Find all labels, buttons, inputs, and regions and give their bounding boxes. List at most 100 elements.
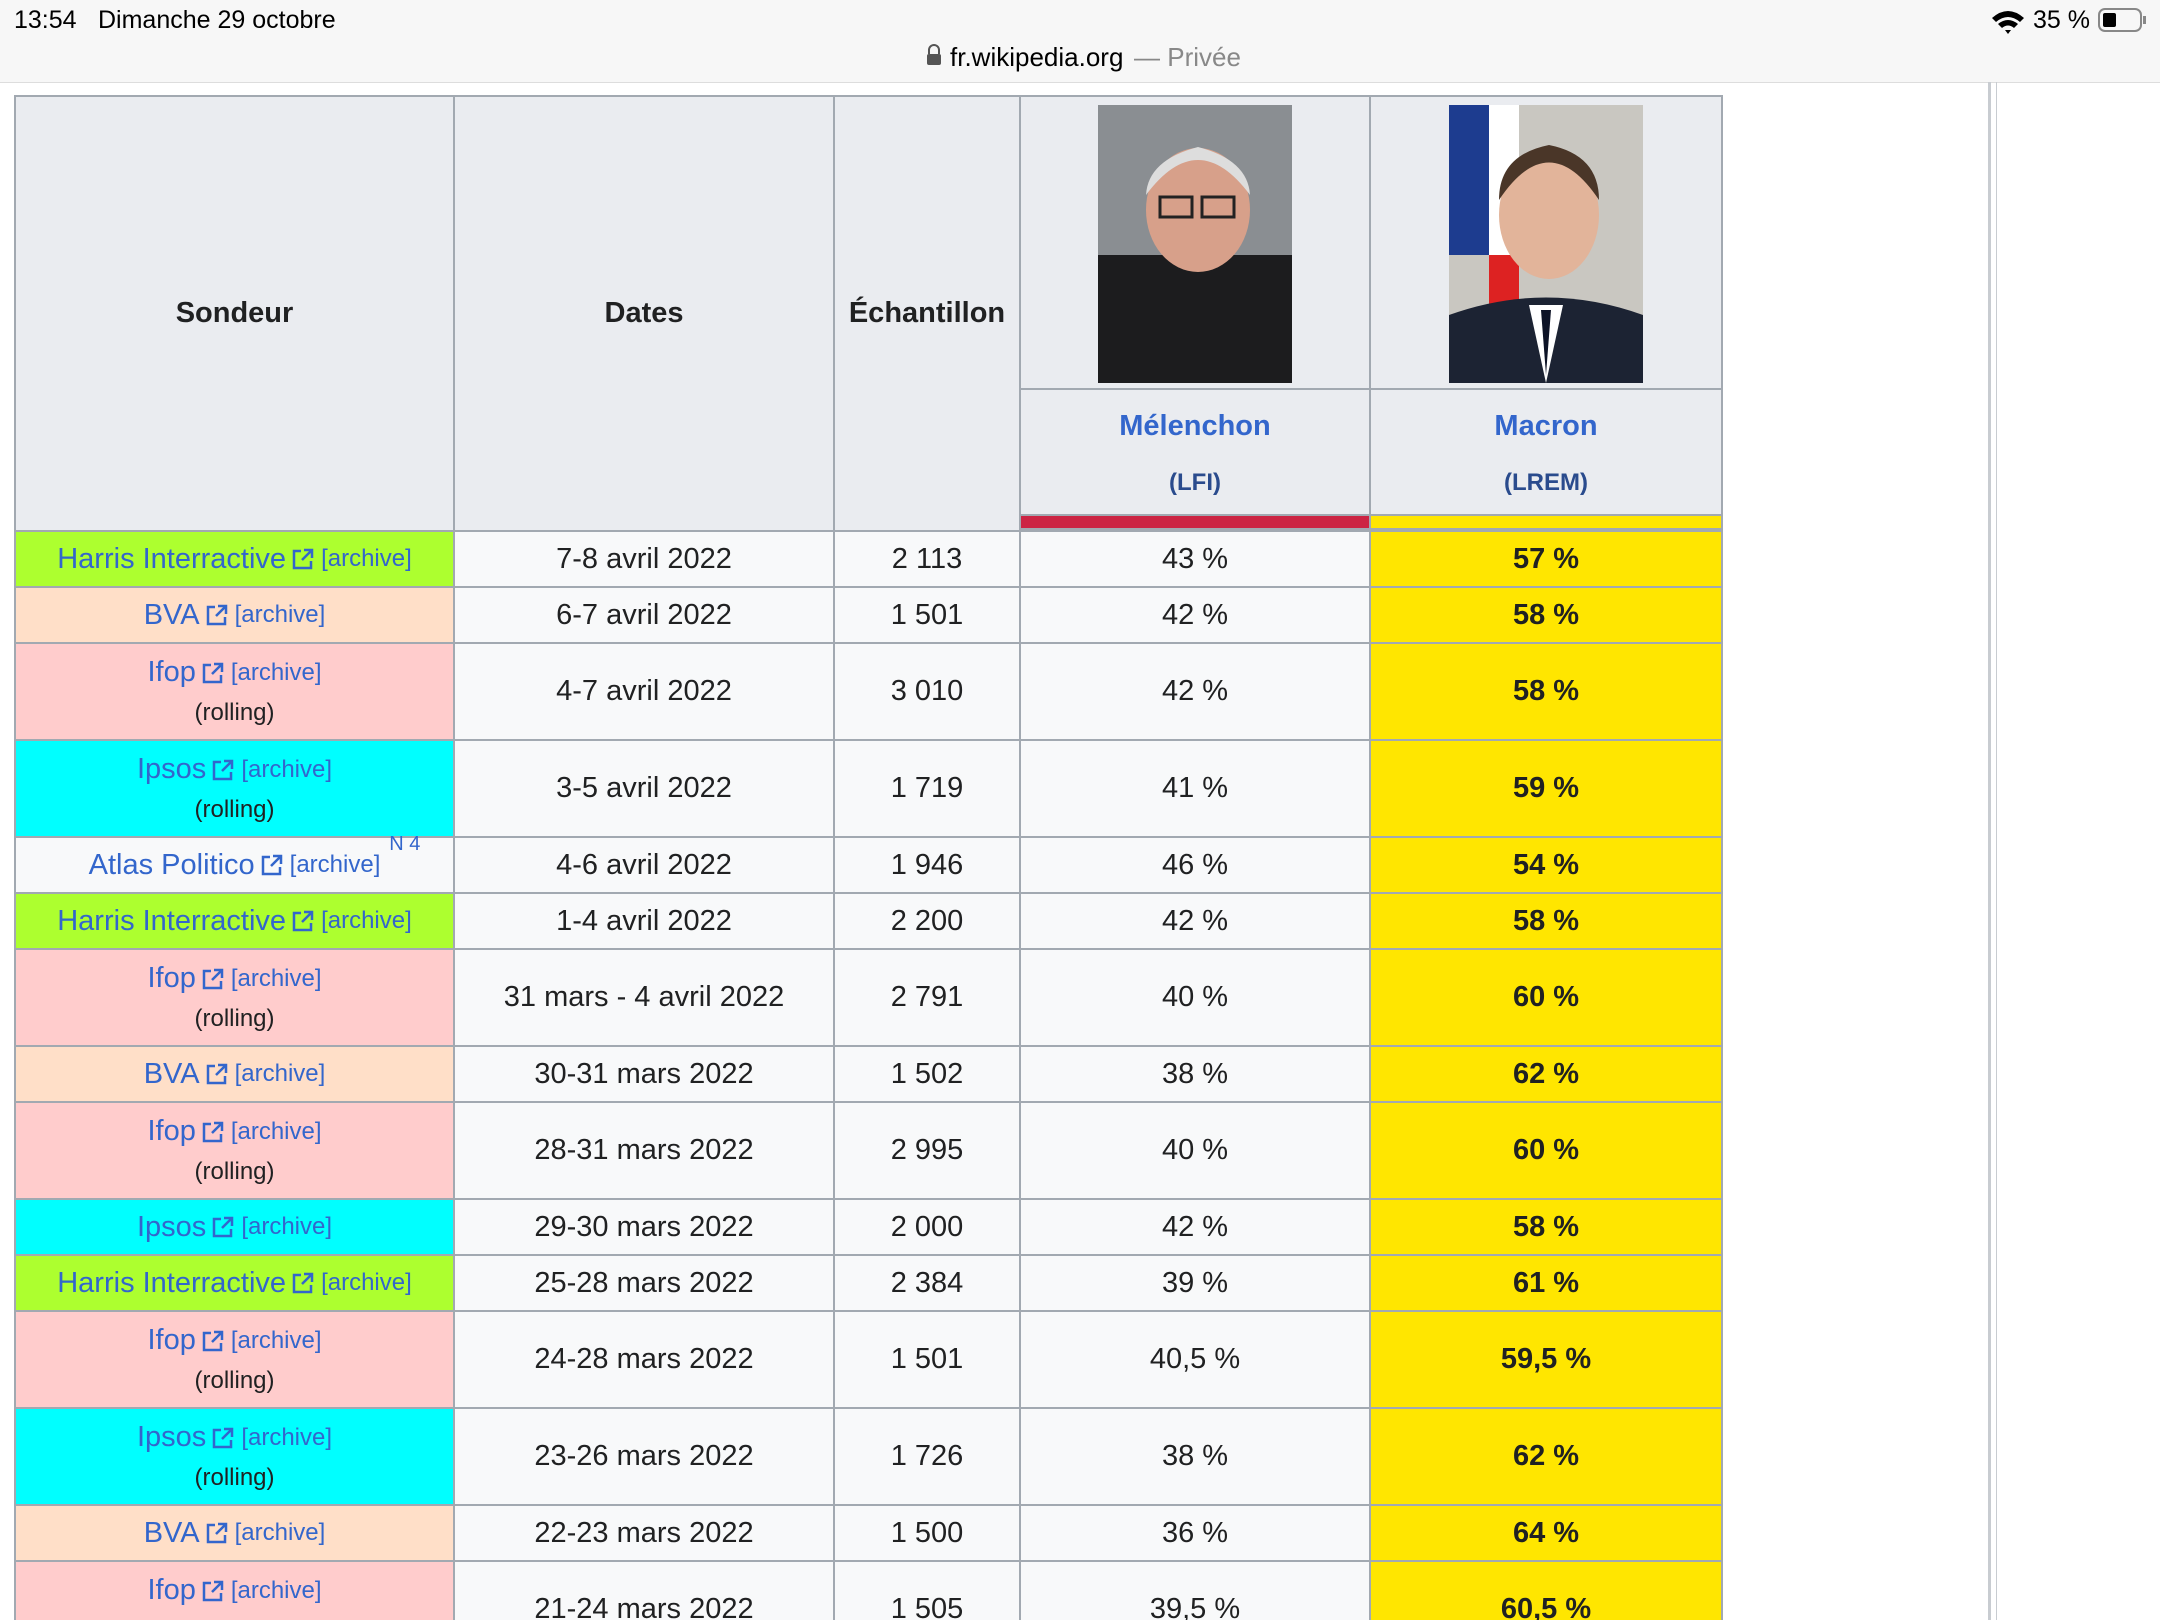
archive-link[interactable]: [archive]: [241, 755, 333, 783]
score-cell: 39 %: [1019, 1254, 1371, 1312]
sample-cell: 1 719: [833, 739, 1021, 838]
footnote[interactable]: N 4: [389, 832, 421, 855]
pollster-link[interactable]: Atlas Politico: [88, 848, 255, 881]
time: 13:54: [14, 6, 77, 34]
score-cell: 42 %: [1019, 642, 1371, 741]
external-link-icon: [202, 1580, 224, 1601]
party-name[interactable]: (LREM): [1504, 468, 1588, 496]
candidate-name[interactable]: Mélenchon: [1119, 409, 1271, 442]
sample-cell: 1 502: [833, 1045, 1021, 1103]
sample-cell: 2 000: [833, 1198, 1021, 1256]
pollster-link[interactable]: Harris Interractive: [57, 542, 287, 575]
pollster-line: BVA [archive]: [144, 1517, 326, 1550]
score: 60,5 %: [1500, 1593, 1592, 1620]
sample-cell: 2 384: [833, 1254, 1021, 1312]
score-cell: 64 %: [1369, 1504, 1723, 1562]
archive-link[interactable]: [archive]: [230, 1117, 322, 1145]
archive-link[interactable]: [archive]: [230, 964, 322, 992]
archive-link[interactable]: [archive]: [321, 1269, 412, 1296]
pollster-line: Harris Interractive [archive]: [57, 905, 412, 938]
score-cell: 46 %: [1019, 836, 1371, 894]
dates-cell: 23-26 mars 2022: [453, 1407, 835, 1506]
score-cell: 59,5 %: [1369, 1310, 1723, 1409]
pollster-link[interactable]: Harris Interractive: [57, 1266, 287, 1299]
pollster-line: Ifop [archive]: [147, 656, 321, 689]
score-cell: 42 %: [1019, 1198, 1371, 1256]
score: 42 %: [1161, 675, 1229, 707]
dates-cell: 29-30 mars 2022: [453, 1198, 835, 1256]
score: 41 %: [1161, 772, 1229, 804]
external-link-icon: [206, 1522, 227, 1544]
sample-cell: 1 501: [833, 1310, 1021, 1409]
url[interactable]: fr.wikipedia.org: [950, 42, 1124, 72]
score: 62 %: [1512, 1440, 1580, 1472]
score: 40 %: [1161, 981, 1229, 1013]
score-cell: 40,5 %: [1019, 1310, 1371, 1409]
external-link-icon: [213, 1427, 234, 1448]
pollster-line: BVA [archive]: [144, 599, 326, 632]
party-name[interactable]: (LFI): [1169, 468, 1221, 496]
pollster-cell: Ipsos [archive] (rolling): [14, 1407, 455, 1506]
score-cell: 41 %: [1019, 739, 1371, 838]
sample: 1 719: [890, 772, 964, 804]
pollster-link[interactable]: Ipsos: [136, 1210, 207, 1243]
archive-link[interactable]: [archive]: [234, 1060, 326, 1087]
sample-cell: 3 010: [833, 642, 1021, 741]
pollster-link[interactable]: BVA: [143, 1057, 200, 1090]
archive-link[interactable]: [archive]: [241, 1423, 333, 1451]
score: 57 %: [1512, 542, 1580, 575]
sample: 2 200: [890, 904, 964, 937]
sample-cell: 2 995: [833, 1101, 1021, 1200]
page-border: [1996, 82, 1997, 1620]
pollster-link[interactable]: Ifop: [147, 656, 196, 688]
pollster-link[interactable]: Ifop: [147, 1324, 196, 1356]
score-cell: 62 %: [1369, 1407, 1723, 1506]
external-link-icon: [202, 1330, 224, 1351]
pollster-link[interactable]: Ifop: [147, 1574, 196, 1606]
archive-link[interactable]: [archive]: [234, 601, 326, 628]
pollster-link[interactable]: BVA: [143, 598, 200, 631]
archive-link[interactable]: [archive]: [234, 1519, 326, 1546]
pollster-link[interactable]: Ifop: [147, 962, 196, 994]
score-cell: 60 %: [1369, 1101, 1723, 1200]
pollster-link[interactable]: Harris Interractive: [57, 904, 287, 937]
candidate-name[interactable]: Macron: [1494, 409, 1598, 442]
archive-link[interactable]: [archive]: [230, 658, 322, 686]
score: 60 %: [1512, 1134, 1580, 1166]
pollster-link[interactable]: Ipsos: [136, 753, 207, 785]
archive-link[interactable]: [archive]: [230, 1576, 322, 1604]
dates-cell: 4-7 avril 2022: [453, 642, 835, 741]
score: 39,5 %: [1149, 1593, 1241, 1620]
score: 60 %: [1512, 981, 1580, 1013]
page-border: [1988, 82, 1991, 1620]
dates: 31 mars - 4 avril 2022: [503, 981, 785, 1013]
score-cell: 40 %: [1019, 1101, 1371, 1200]
sample-cell: 1 500: [833, 1504, 1021, 1562]
archive-link[interactable]: [archive]: [321, 907, 412, 934]
score-cell: 57 %: [1369, 530, 1723, 588]
archive-link[interactable]: [archive]: [321, 545, 412, 572]
external-link-icon: [213, 759, 234, 780]
archive-link[interactable]: [archive]: [230, 1326, 322, 1354]
pollster-line: Harris Interractive [archive]: [57, 1267, 412, 1300]
party-color-strip: [1019, 514, 1371, 530]
archive-link[interactable]: [archive]: [241, 1213, 333, 1240]
score-cell: 42 %: [1019, 586, 1371, 644]
pollster-link[interactable]: Ifop: [147, 1115, 196, 1147]
archive-link[interactable]: [archive]: [289, 851, 381, 878]
dates-cell: 7-8 avril 2022: [453, 530, 835, 588]
sample-cell: 1 946: [833, 836, 1021, 894]
pollster-link[interactable]: BVA: [143, 1516, 200, 1549]
pollster-link[interactable]: Ipsos: [136, 1421, 207, 1453]
dates-cell: 21-24 mars 2022: [453, 1560, 835, 1620]
score: 61 %: [1512, 1266, 1580, 1299]
dates: 22-23 mars 2022: [534, 1516, 754, 1549]
dates: 7-8 avril 2022: [556, 542, 732, 575]
score: 43 %: [1161, 542, 1229, 575]
external-link-icon: [206, 1063, 227, 1085]
dates: 3-5 avril 2022: [556, 772, 732, 804]
dates-cell: 30-31 mars 2022: [453, 1045, 835, 1103]
score-cell: 42 %: [1019, 892, 1371, 950]
sample: 1 501: [890, 1343, 964, 1375]
score: 38 %: [1161, 1057, 1229, 1090]
